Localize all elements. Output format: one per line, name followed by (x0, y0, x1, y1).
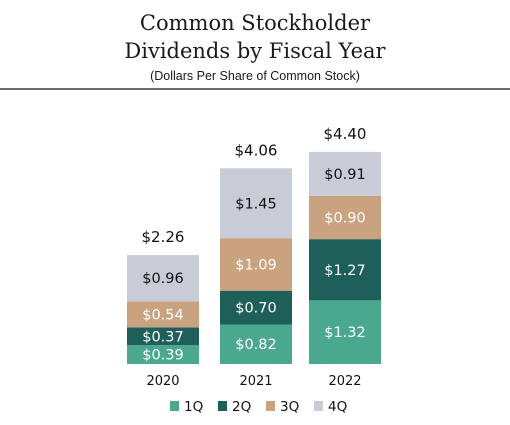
bar-segment-2020-2Q (127, 327, 199, 346)
bar-segment-2020-4Q (127, 255, 199, 302)
chart-title-line-1: Common Stockholder (140, 11, 371, 35)
legend-label-3Q: 3Q (280, 399, 299, 415)
legend: 1Q 2Q 3Q 4Q (170, 399, 347, 415)
bar-segment-2022-3Q (309, 195, 381, 240)
data-label-2020-2Q: $0.37 (142, 329, 184, 345)
bar-segment-2020-3Q (127, 301, 199, 328)
x-tick-label-2022: 2022 (328, 374, 361, 389)
legend-swatch-2Q (218, 401, 227, 411)
bar-segment-2020-1Q (127, 345, 199, 364)
legend-swatch-1Q (170, 401, 179, 411)
legend-label-4Q: 4Q (328, 399, 347, 415)
chart-title-line-2: Dividends by Fiscal Year (124, 39, 386, 63)
data-label-2021-2Q: $0.70 (235, 301, 277, 317)
total-label-2020: $2.26 (142, 228, 185, 246)
x-tick-label-2020: 2020 (146, 374, 179, 389)
bar-segment-2022-4Q (309, 151, 381, 196)
legend-label-2Q: 2Q (232, 399, 251, 415)
data-label-2020-1Q: $0.39 (142, 348, 184, 364)
bar-segment-2022-2Q (309, 239, 381, 301)
legend-swatch-4Q (314, 401, 323, 411)
bar-segment-2021-2Q (220, 290, 292, 325)
x-tick-label-2021: 2021 (239, 374, 272, 389)
data-label-2021-4Q: $1.45 (235, 196, 277, 212)
bar-segment-2021-3Q (220, 238, 292, 291)
bar-segment-2021-1Q (220, 324, 292, 364)
data-label-2022-2Q: $1.27 (324, 263, 366, 279)
bars-layer: $0.39 $0.37 $0.54 $0.96 $2.26 2020 $0.82 $0.70 $… (127, 125, 381, 389)
data-label-2022-4Q: $0.91 (324, 167, 366, 183)
data-label-2022-1Q: $1.32 (324, 325, 366, 341)
bar-segment-2021-4Q (220, 168, 292, 239)
data-label-2020-4Q: $0.96 (142, 271, 184, 287)
legend-swatch-3Q (266, 401, 275, 411)
total-label-2021: $4.06 (235, 141, 278, 159)
data-label-2021-1Q: $0.82 (235, 337, 277, 353)
data-label-2021-3Q: $1.09 (235, 257, 277, 273)
bar-segment-2022-1Q (309, 300, 381, 364)
total-label-2022: $4.40 (324, 125, 367, 143)
data-label-2020-3Q: $0.54 (142, 307, 184, 323)
chart-subtitle: (Dollars Per Share of Common Stock) (150, 69, 360, 83)
data-label-2022-3Q: $0.90 (324, 210, 366, 226)
legend-label-1Q: 1Q (184, 399, 203, 415)
